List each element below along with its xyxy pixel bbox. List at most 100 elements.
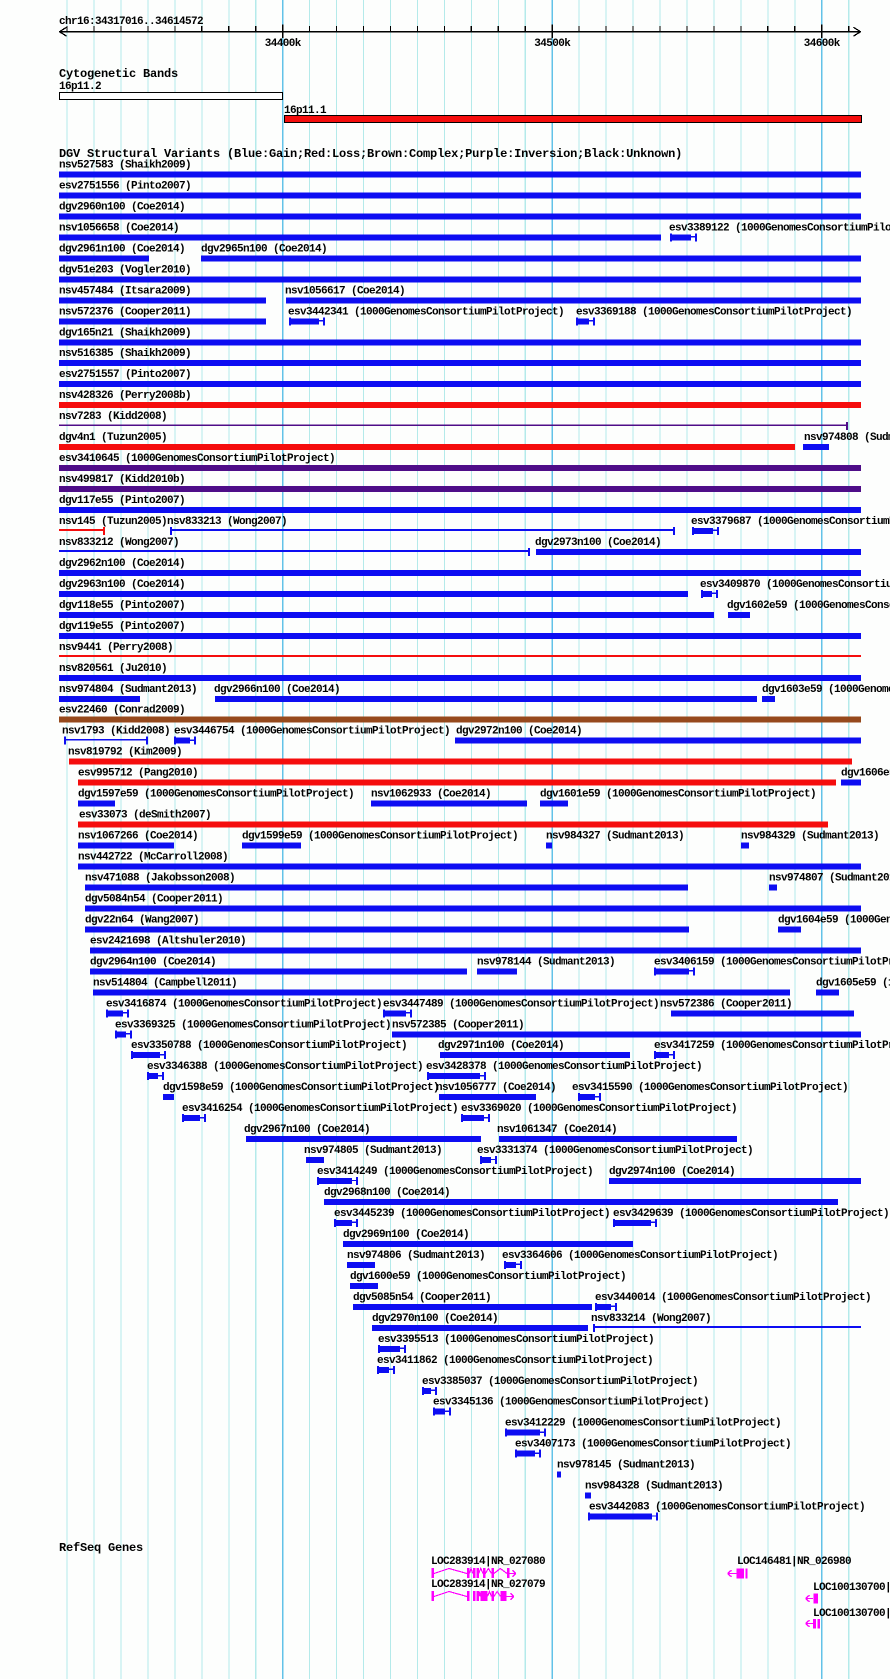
svg-text:nsv572376 (Cooper2011): nsv572376 (Cooper2011) <box>59 306 191 318</box>
svg-text:nsv514804 (Campbell2011): nsv514804 (Campbell2011) <box>93 977 237 989</box>
svg-text:esv3445239 (1000GenomesConsort: esv3445239 (1000GenomesConsortiumPilotPr… <box>334 1208 610 1220</box>
svg-text:dgv1605e59 (1000GenomesConsort: dgv1605e59 (1000GenomesConsortiumPilotPr… <box>816 977 890 989</box>
svg-text:nsv1067266 (Coe2014): nsv1067266 (Coe2014) <box>78 831 198 843</box>
svg-text:dgv2963n100 (Coe2014): dgv2963n100 (Coe2014) <box>59 579 185 591</box>
svg-text:34500k: 34500k <box>534 38 571 50</box>
svg-text:esv3385037 (1000GenomesConsort: esv3385037 (1000GenomesConsortiumPilotPr… <box>422 1376 698 1388</box>
svg-text:16p11.2: 16p11.2 <box>59 81 101 93</box>
svg-text:dgv1597e59 (1000GenomesConsort: dgv1597e59 (1000GenomesConsortiumPilotPr… <box>78 789 354 801</box>
svg-text:dgv2970n100 (Coe2014): dgv2970n100 (Coe2014) <box>372 1313 498 1325</box>
svg-text:esv3406159 (1000GenomesConsort: esv3406159 (1000GenomesConsortiumPilotPr… <box>654 956 890 968</box>
svg-text:esv3364606 (1000GenomesConsort: esv3364606 (1000GenomesConsortiumPilotPr… <box>502 1250 778 1262</box>
svg-text:nsv833214 (Wong2007): nsv833214 (Wong2007) <box>591 1313 711 1325</box>
svg-text:esv3417259 (1000GenomesConsort: esv3417259 (1000GenomesConsortiumPilotPr… <box>654 1040 890 1052</box>
svg-text:RefSeq Genes: RefSeq Genes <box>59 1541 143 1555</box>
svg-text:dgv5085n54 (Cooper2011): dgv5085n54 (Cooper2011) <box>353 1292 491 1304</box>
svg-text:nsv442722 (McCarroll2008): nsv442722 (McCarroll2008) <box>78 852 228 864</box>
svg-text:Cytogenetic Bands: Cytogenetic Bands <box>59 67 178 81</box>
svg-text:nsv471088 (Jakobsson2008): nsv471088 (Jakobsson2008) <box>85 873 235 885</box>
svg-text:nsv457484 (Itsara2009): nsv457484 (Itsara2009) <box>59 285 191 297</box>
svg-text:dgv1604e59 (1000GenomesConsort: dgv1604e59 (1000GenomesConsortiumPilotPr… <box>778 914 890 926</box>
svg-text:esv2751556 (Pinto2007): esv2751556 (Pinto2007) <box>59 181 191 193</box>
svg-text:nsv1793 (Kidd2008): nsv1793 (Kidd2008) <box>62 726 170 738</box>
svg-text:nsv1056658 (Coe2014): nsv1056658 (Coe2014) <box>59 222 179 234</box>
svg-text:nsv428326 (Perry2008b): nsv428326 (Perry2008b) <box>59 390 191 402</box>
svg-text:esv3412229 (1000GenomesConsort: esv3412229 (1000GenomesConsortiumPilotPr… <box>505 1418 781 1430</box>
svg-text:esv3331374 (1000GenomesConsort: esv3331374 (1000GenomesConsortiumPilotPr… <box>477 1145 753 1157</box>
svg-text:esv3369325 (1000GenomesConsort: esv3369325 (1000GenomesConsortiumPilotPr… <box>115 1019 391 1031</box>
svg-text:dgv2973n100 (Coe2014): dgv2973n100 (Coe2014) <box>535 537 661 549</box>
svg-text:LOC283914|NR_027080: LOC283914|NR_027080 <box>431 1556 545 1568</box>
svg-text:nsv974804 (Sudmant2013): nsv974804 (Sudmant2013) <box>59 684 197 696</box>
svg-text:nsv833212 (Wong2007): nsv833212 (Wong2007) <box>59 537 179 549</box>
svg-text:34600k: 34600k <box>804 38 841 50</box>
svg-text:dgv1599e59 (1000GenomesConsort: dgv1599e59 (1000GenomesConsortiumPilotPr… <box>242 831 518 843</box>
svg-text:esv3379687 (1000GenomesConsort: esv3379687 (1000GenomesConsortiumPilotPr… <box>691 516 890 528</box>
svg-text:dgv2962n100 (Coe2014): dgv2962n100 (Coe2014) <box>59 558 185 570</box>
svg-text:nsv978144 (Sudmant2013): nsv978144 (Sudmant2013) <box>477 956 615 968</box>
svg-text:esv33073 (deSmith2007): esv33073 (deSmith2007) <box>79 810 211 822</box>
svg-text:nsv1061347 (Coe2014): nsv1061347 (Coe2014) <box>497 1124 617 1136</box>
svg-text:dgv4n1 (Tuzun2005): dgv4n1 (Tuzun2005) <box>59 432 167 444</box>
svg-text:dgv2974n100 (Coe2014): dgv2974n100 (Coe2014) <box>609 1166 735 1178</box>
svg-text:dgv2971n100 (Coe2014): dgv2971n100 (Coe2014) <box>438 1040 564 1052</box>
svg-text:dgv2960n100 (Coe2014): dgv2960n100 (Coe2014) <box>59 201 185 213</box>
svg-text:esv3410645 (1000GenomesConsort: esv3410645 (1000GenomesConsortiumPilotPr… <box>59 453 335 465</box>
svg-text:esv3442341 (1000GenomesConsort: esv3442341 (1000GenomesConsortiumPilotPr… <box>288 306 564 318</box>
svg-text:dgv2969n100 (Coe2014): dgv2969n100 (Coe2014) <box>343 1229 469 1241</box>
svg-text:dgv22n64 (Wang2007): dgv22n64 (Wang2007) <box>85 914 199 926</box>
svg-text:esv3416874 (1000GenomesConsort: esv3416874 (1000GenomesConsortiumPilotPr… <box>106 998 382 1010</box>
svg-text:nsv974805 (Sudmant2013): nsv974805 (Sudmant2013) <box>304 1145 442 1157</box>
svg-text:nsv7283 (Kidd2008): nsv7283 (Kidd2008) <box>59 411 167 423</box>
svg-text:esv3415590 (1000GenomesConsort: esv3415590 (1000GenomesConsortiumPilotPr… <box>572 1082 848 1094</box>
svg-text:nsv516385 (Shaikh2009): nsv516385 (Shaikh2009) <box>59 348 191 360</box>
svg-text:dgv2965n100 (Coe2014): dgv2965n100 (Coe2014) <box>201 243 327 255</box>
svg-text:esv3446754 (1000GenomesConsort: esv3446754 (1000GenomesConsortiumPilotPr… <box>174 726 450 738</box>
svg-text:LOC100130700|NR_024129: LOC100130700|NR_024129 <box>813 1582 890 1594</box>
svg-text:dgv1602e59 (1000GenomesConsort: dgv1602e59 (1000GenomesConsortiumPilotPr… <box>727 600 890 612</box>
svg-text:esv2751557 (Pinto2007): esv2751557 (Pinto2007) <box>59 369 191 381</box>
svg-text:esv3447489 (1000GenomesConsort: esv3447489 (1000GenomesConsortiumPilotPr… <box>383 998 659 1010</box>
svg-text:nsv1062933 (Coe2014): nsv1062933 (Coe2014) <box>371 789 491 801</box>
svg-text:dgv2972n100 (Coe2014): dgv2972n100 (Coe2014) <box>456 726 582 738</box>
svg-text:LOC283914|NR_027079: LOC283914|NR_027079 <box>431 1579 545 1591</box>
svg-text:esv3369188 (1000GenomesConsort: esv3369188 (1000GenomesConsortiumPilotPr… <box>576 306 852 318</box>
svg-text:nsv984327 (Sudmant2013): nsv984327 (Sudmant2013) <box>546 831 684 843</box>
svg-text:nsv833213 (Wong2007): nsv833213 (Wong2007) <box>167 516 287 528</box>
svg-text:esv3414249 (1000GenomesConsort: esv3414249 (1000GenomesConsortiumPilotPr… <box>317 1166 593 1178</box>
svg-text:esv3346388 (1000GenomesConsort: esv3346388 (1000GenomesConsortiumPilotPr… <box>147 1061 423 1073</box>
svg-text:esv2421698 (Altshuler2010): esv2421698 (Altshuler2010) <box>90 935 246 947</box>
svg-text:esv3345136 (1000GenomesConsort: esv3345136 (1000GenomesConsortiumPilotPr… <box>433 1397 709 1409</box>
svg-text:esv3389122 (1000GenomesConsort: esv3389122 (1000GenomesConsortiumPilotPr… <box>669 222 890 234</box>
svg-text:esv3411862 (1000GenomesConsort: esv3411862 (1000GenomesConsortiumPilotPr… <box>377 1355 653 1367</box>
svg-text:dgv51e203 (Vogler2010): dgv51e203 (Vogler2010) <box>59 264 191 276</box>
svg-text:DGV Structural Variants (Blue:: DGV Structural Variants (Blue:Gain;Red:L… <box>59 147 682 161</box>
svg-text:dgv2964n100 (Coe2014): dgv2964n100 (Coe2014) <box>90 956 216 968</box>
svg-text:LOC100130700|NR_024128: LOC100130700|NR_024128 <box>813 1608 890 1620</box>
svg-text:nsv572386 (Cooper2011): nsv572386 (Cooper2011) <box>660 998 792 1010</box>
svg-text:nsv572385 (Cooper2011): nsv572385 (Cooper2011) <box>392 1019 524 1031</box>
svg-text:nsv974808 (Sudmant2013): nsv974808 (Sudmant2013) <box>804 432 890 444</box>
svg-text:esv3416254 (1000GenomesConsort: esv3416254 (1000GenomesConsortiumPilotPr… <box>182 1103 458 1115</box>
svg-text:nsv974807 (Sudmant2013): nsv974807 (Sudmant2013) <box>769 873 890 885</box>
svg-text:esv3429639 (1000GenomesConsort: esv3429639 (1000GenomesConsortiumPilotPr… <box>613 1208 889 1220</box>
svg-text:esv3350788 (1000GenomesConsort: esv3350788 (1000GenomesConsortiumPilotPr… <box>131 1040 407 1052</box>
svg-text:esv3440014 (1000GenomesConsort: esv3440014 (1000GenomesConsortiumPilotPr… <box>595 1292 871 1304</box>
svg-text:nsv9441 (Perry2008): nsv9441 (Perry2008) <box>59 642 173 654</box>
svg-text:esv3428378 (1000GenomesConsort: esv3428378 (1000GenomesConsortiumPilotPr… <box>426 1061 702 1073</box>
svg-text:dgv2967n100 (Coe2014): dgv2967n100 (Coe2014) <box>244 1124 370 1136</box>
svg-text:dgv118e55 (Pinto2007): dgv118e55 (Pinto2007) <box>59 600 185 612</box>
svg-text:nsv1056617 (Coe2014): nsv1056617 (Coe2014) <box>285 285 405 297</box>
svg-text:16p11.1: 16p11.1 <box>284 105 327 117</box>
svg-text:esv3369020 (1000GenomesConsort: esv3369020 (1000GenomesConsortiumPilotPr… <box>461 1103 737 1115</box>
svg-text:nsv819792 (Kim2009): nsv819792 (Kim2009) <box>68 747 182 759</box>
svg-text:dgv1603e59 (1000GenomesConsort: dgv1603e59 (1000GenomesConsortiumPilotPr… <box>762 684 890 696</box>
svg-text:34400k: 34400k <box>265 38 302 50</box>
svg-text:dgv2966n100 (Coe2014): dgv2966n100 (Coe2014) <box>214 684 340 696</box>
svg-text:nsv145 (Tuzun2005): nsv145 (Tuzun2005) <box>59 516 167 528</box>
svg-text:dgv5084n54 (Cooper2011): dgv5084n54 (Cooper2011) <box>85 893 223 905</box>
svg-text:nsv978145 (Sudmant2013): nsv978145 (Sudmant2013) <box>557 1460 695 1472</box>
svg-text:nsv820561 (Ju2010): nsv820561 (Ju2010) <box>59 663 167 675</box>
svg-text:nsv527583 (Shaikh2009): nsv527583 (Shaikh2009) <box>59 160 191 172</box>
svg-text:dgv117e55 (Pinto2007): dgv117e55 (Pinto2007) <box>59 495 185 507</box>
